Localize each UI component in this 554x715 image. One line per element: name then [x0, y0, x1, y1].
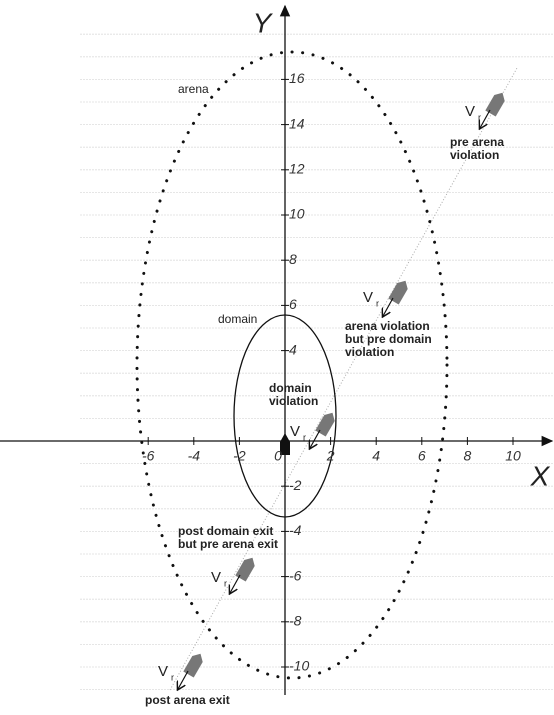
velocity-subscript: r: [303, 432, 306, 442]
state-note: post domain exit: [178, 524, 273, 538]
y-tick-label: 4: [289, 341, 297, 357]
grid: [80, 33, 554, 690]
velocity-subscript: r: [478, 112, 481, 122]
y-tick-label: 16: [289, 70, 305, 86]
x-tick-label: -6: [142, 448, 155, 464]
y-tick-label: -6: [289, 567, 302, 583]
x-tick-label: -4: [188, 448, 201, 464]
velocity-arrow: [178, 670, 189, 689]
state-note: post arena exit: [145, 693, 230, 707]
x-tick-label: 4: [372, 448, 380, 464]
y-tick-label: -4: [289, 522, 302, 538]
velocity-arrow: [310, 429, 321, 448]
x-axis-label: X: [530, 460, 551, 491]
state-note: arena violation: [345, 319, 430, 333]
arena-label: arena: [178, 82, 209, 96]
state-note: pre arena: [450, 135, 504, 149]
velocity-arrow: [383, 297, 394, 316]
ticks: -6 -4 -2 0 2 4 6 8 10 16 14 12 10 8 6 4 -2 -4 -6 -8 -10: [142, 70, 521, 674]
state-note: domain: [269, 381, 312, 395]
y-tick-label: -8: [289, 613, 302, 629]
x-tick-label: 8: [464, 448, 472, 464]
velocity-label: V: [465, 103, 475, 120]
y-tick-label: 8: [289, 251, 297, 267]
velocity-arrow: [230, 574, 241, 593]
x-tick-label: 10: [505, 448, 521, 464]
x-tick-label: 6: [418, 448, 426, 464]
y-tick-label: 10: [289, 206, 305, 222]
state-note: violation: [450, 148, 499, 162]
velocity-label: V: [290, 423, 300, 440]
x-tick-label: 0: [274, 448, 282, 464]
state-note: but pre domain: [345, 332, 432, 346]
y-tick-label: 6: [289, 296, 297, 312]
domain-label: domain: [218, 312, 257, 326]
velocity-label: V: [158, 663, 168, 680]
y-tick-label: 12: [289, 161, 305, 177]
velocity-subscript: r: [224, 578, 227, 588]
velocity-subscript: r: [376, 298, 379, 308]
x-tick-label: -2: [233, 448, 246, 464]
state-note: violation: [345, 345, 394, 359]
velocity-subscript: r: [171, 672, 174, 682]
state-note: but pre arena exit: [178, 537, 278, 551]
y-axis-label: Y: [253, 7, 274, 38]
arena-ellipse: [135, 50, 449, 680]
state-note: violation: [269, 394, 318, 408]
y-tick-label: -2: [289, 477, 302, 493]
x-tick-label: 2: [326, 448, 335, 464]
velocity-label: V: [211, 569, 221, 586]
velocity-arrow: [480, 109, 491, 128]
y-tick-label: -10: [289, 658, 309, 674]
velocity-label: V: [363, 289, 373, 306]
y-tick-label: 14: [289, 115, 305, 131]
